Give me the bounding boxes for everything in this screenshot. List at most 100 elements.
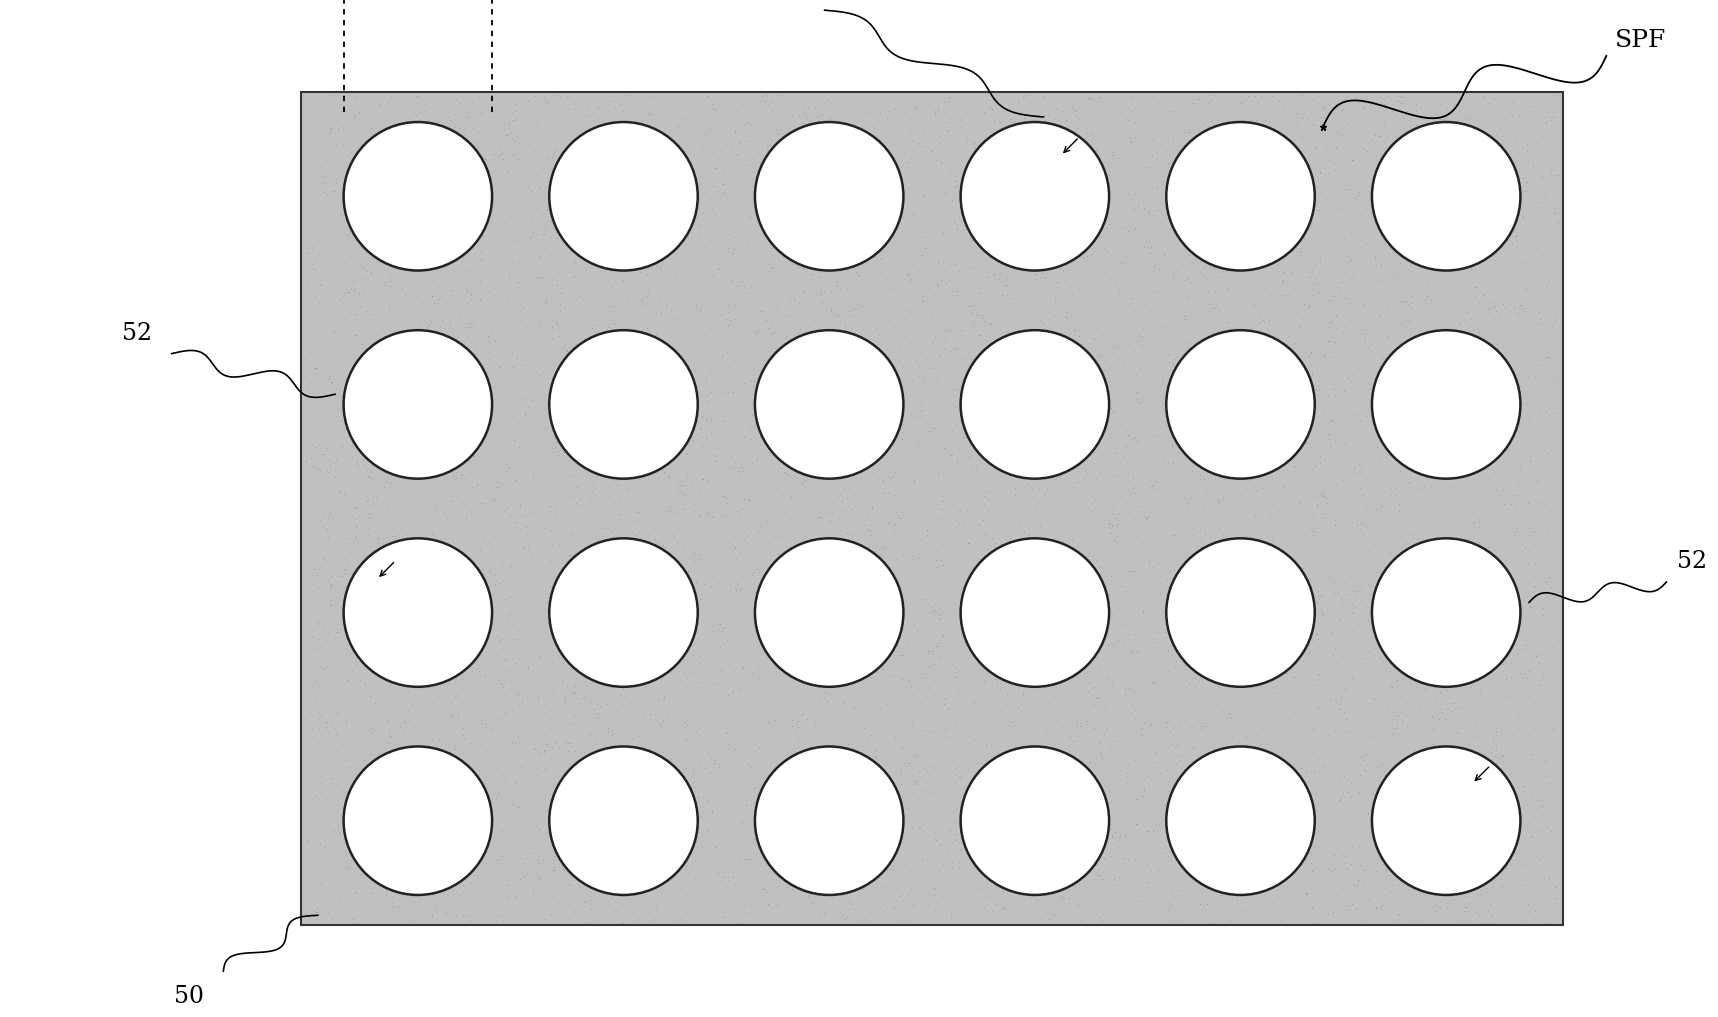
Point — [1373, 215, 1400, 231]
Point — [1105, 192, 1132, 208]
Point — [1239, 801, 1266, 818]
Point — [807, 91, 835, 107]
Point — [325, 130, 352, 146]
Point — [1000, 527, 1027, 543]
Point — [553, 189, 581, 205]
Point — [515, 609, 543, 625]
Point — [497, 143, 524, 160]
Point — [1436, 536, 1464, 552]
Point — [551, 116, 579, 132]
Point — [371, 210, 399, 226]
Point — [567, 596, 594, 612]
Point — [1129, 603, 1156, 619]
Point — [1383, 107, 1410, 123]
Point — [1185, 763, 1213, 779]
Point — [1441, 341, 1469, 357]
Point — [1474, 159, 1502, 175]
Point — [1292, 839, 1319, 855]
Point — [1349, 377, 1376, 394]
Point — [1512, 183, 1539, 199]
Point — [1287, 247, 1314, 263]
Point — [1519, 651, 1546, 667]
Point — [986, 468, 1014, 484]
Point — [527, 318, 555, 335]
Point — [558, 653, 586, 669]
Point — [376, 655, 404, 671]
Point — [1051, 368, 1079, 384]
Point — [629, 737, 656, 754]
Point — [969, 881, 996, 897]
Point — [1124, 124, 1151, 140]
Point — [505, 696, 533, 712]
Point — [960, 579, 988, 595]
Point — [1268, 543, 1295, 559]
Point — [613, 879, 641, 895]
Point — [1333, 436, 1361, 453]
Point — [833, 648, 861, 664]
Point — [844, 623, 871, 640]
Point — [460, 317, 488, 334]
Point — [694, 474, 722, 490]
Point — [1247, 445, 1275, 462]
Point — [1246, 800, 1273, 817]
Point — [679, 856, 706, 873]
Point — [660, 529, 687, 545]
Point — [708, 202, 735, 219]
Point — [1179, 359, 1206, 375]
Point — [294, 779, 321, 795]
Point — [1108, 355, 1136, 371]
Point — [1441, 368, 1469, 384]
Point — [1179, 655, 1206, 671]
Point — [1282, 860, 1309, 877]
Point — [957, 450, 984, 466]
Point — [1498, 681, 1526, 698]
Point — [1038, 721, 1065, 737]
Point — [1103, 553, 1130, 570]
Point — [1361, 247, 1388, 263]
Point — [1225, 538, 1252, 554]
Point — [711, 490, 739, 506]
Point — [1483, 374, 1510, 391]
Point — [467, 291, 495, 307]
Point — [1464, 241, 1491, 257]
Point — [1079, 512, 1106, 528]
Point — [1288, 855, 1316, 872]
Point — [1380, 175, 1407, 191]
Point — [1203, 557, 1230, 574]
Point — [304, 149, 332, 166]
Point — [868, 721, 895, 737]
Point — [618, 889, 646, 905]
Point — [1050, 793, 1077, 810]
Point — [807, 510, 835, 526]
Point — [940, 655, 967, 671]
Point — [960, 191, 988, 207]
Point — [967, 274, 995, 290]
Point — [1515, 860, 1543, 877]
Point — [696, 837, 723, 853]
Point — [471, 750, 498, 766]
Point — [450, 139, 478, 156]
Point — [907, 514, 935, 530]
Point — [1390, 147, 1417, 164]
Point — [1048, 401, 1075, 417]
Point — [782, 148, 809, 165]
Point — [417, 700, 445, 716]
Point — [491, 474, 519, 490]
Point — [519, 214, 546, 230]
Point — [1407, 416, 1435, 432]
Point — [978, 322, 1005, 339]
Point — [740, 675, 768, 692]
Point — [1063, 861, 1091, 878]
Point — [550, 638, 577, 654]
Point — [634, 360, 661, 376]
Point — [1216, 205, 1244, 222]
Point — [675, 478, 703, 494]
Point — [1120, 114, 1148, 130]
Point — [1447, 314, 1474, 331]
Point — [1486, 211, 1514, 227]
Point — [1259, 325, 1287, 342]
Point — [1359, 138, 1386, 155]
Point — [1051, 741, 1079, 758]
Point — [1280, 178, 1307, 194]
Point — [1450, 840, 1477, 856]
